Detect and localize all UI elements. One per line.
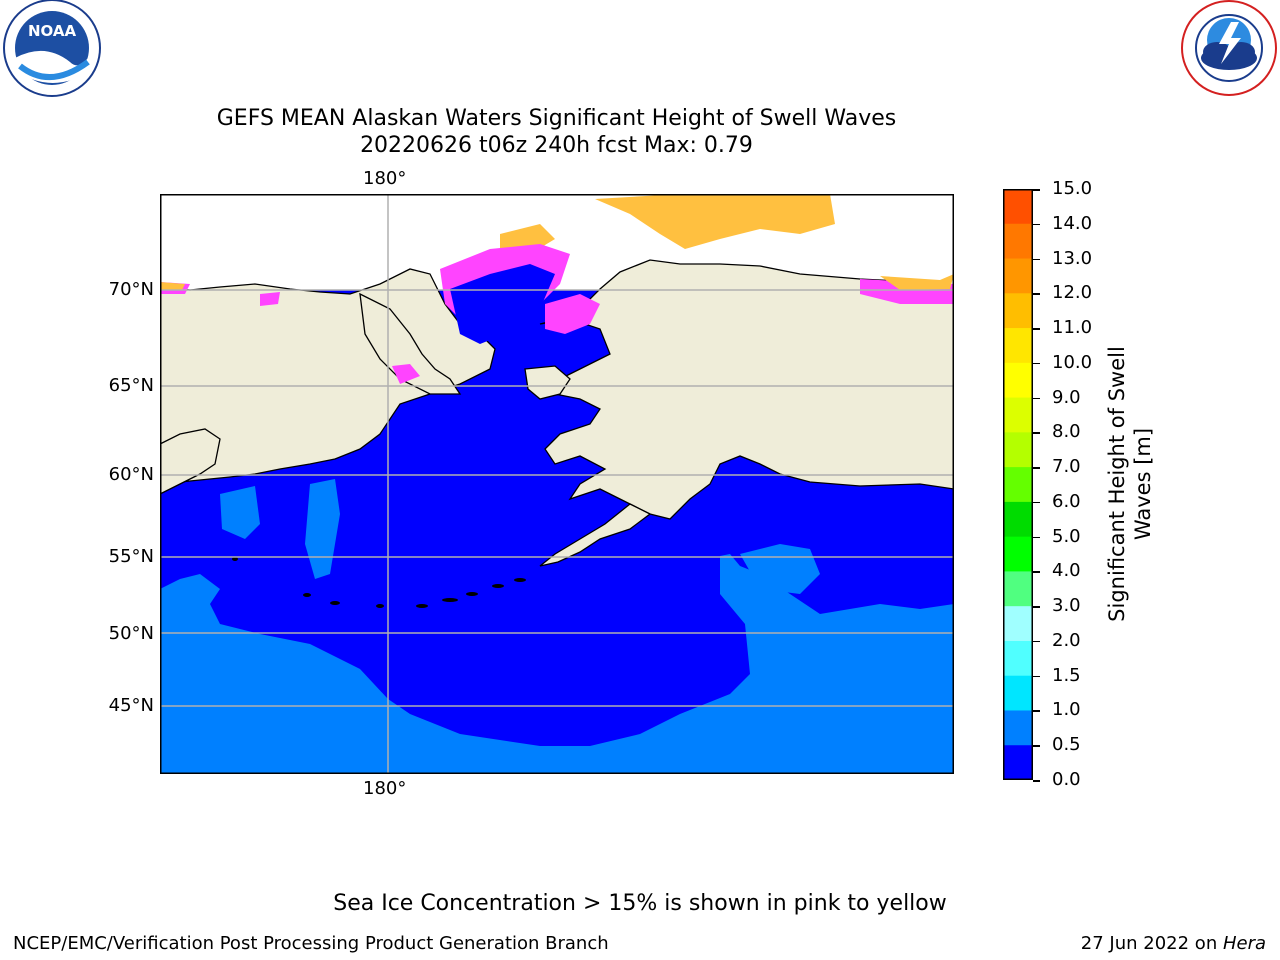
chart-title: GEFS MEAN Alaskan Waters Significant Hei… (216, 106, 897, 131)
noaa-logo-text: NOAA (28, 22, 77, 40)
colorbar-segment (1003, 223, 1033, 260)
chart-subtitle: 20220626 t06z 240h fcst Max: 0.79 (360, 133, 753, 158)
colorbar-tick-label: 4.0 (1052, 560, 1081, 582)
colorbar-tick-label: 11.0 (1052, 317, 1093, 339)
colorbar-tick-label: 7.0 (1052, 456, 1081, 478)
colorbar-segment (1003, 328, 1033, 364)
colorbar-segment (1003, 397, 1033, 433)
footer-date-text: 27 Jun 2022 on (1080, 933, 1223, 954)
colorbar-tick-label: 13.0 (1052, 247, 1093, 269)
colorbar-tick-label: 1.0 (1052, 699, 1081, 721)
colorbar-tick (1033, 780, 1040, 782)
colorbar-segment (1003, 536, 1033, 572)
lat-label-70: 70°N (108, 279, 154, 300)
colorbar-tick-label: 10.0 (1052, 351, 1093, 373)
colorbar-segment (1003, 571, 1033, 607)
colorbar-tick (1033, 362, 1040, 365)
colorbar-tick (1033, 606, 1040, 608)
colorbar-segment (1003, 189, 1033, 225)
footer-date: 27 Jun 2022 on Hera (1081, 933, 1266, 954)
colorbar-tick (1033, 501, 1040, 504)
colorbar-tick-label: 6.0 (1052, 490, 1081, 512)
colorbar-tick-label: 12.0 (1052, 282, 1093, 304)
sea-ice-note: Sea Ice Concentration > 15% is shown in … (333, 891, 947, 916)
colorbar-segment (1003, 501, 1033, 538)
swell-height-map (160, 194, 954, 774)
colorbar-tick (1033, 467, 1040, 469)
colorbar-segment (1003, 606, 1033, 642)
colorbar-segment (1003, 467, 1033, 503)
land-alaska (539, 259, 954, 520)
colorbar-tick-label: 0.5 (1052, 734, 1081, 756)
colorbar (1003, 189, 1033, 780)
colorbar-tick (1033, 640, 1040, 643)
colorbar-tick-label: 14.0 (1052, 212, 1093, 234)
colorbar-tick-label: 15.0 (1052, 178, 1093, 199)
colorbar-tick (1033, 328, 1040, 330)
colorbar-segment (1003, 362, 1033, 399)
colorbar-tick-label: 5.0 (1052, 525, 1081, 547)
colorbar-tick (1033, 293, 1040, 295)
nws-logo-icon (1181, 0, 1277, 96)
land-alaska-peninsula (539, 503, 652, 567)
lat-label-45: 45°N (108, 695, 154, 716)
lat-label-60: 60°N (108, 464, 154, 485)
colorbar-tick (1033, 675, 1040, 678)
colorbar-tick (1033, 397, 1040, 400)
ocean-patch-2 (220, 486, 260, 539)
colorbar-segment (1003, 640, 1033, 677)
noaa-logo-icon: NOAA (3, 0, 101, 97)
colorbar-tick (1033, 432, 1040, 434)
colorbar-segment (1003, 745, 1033, 780)
lon-label-bottom: 180° (363, 778, 407, 799)
colorbar-segment (1003, 675, 1033, 711)
colorbar-tick-label: 9.0 (1052, 386, 1081, 408)
aleutian-islands (232, 557, 526, 608)
lat-label-65: 65°N (108, 375, 154, 396)
colorbar-tick (1033, 536, 1040, 539)
colorbar-tick (1033, 189, 1040, 191)
colorbar-segment (1003, 293, 1033, 329)
colorbar-tick-label: 0.0 (1052, 769, 1081, 790)
colorbar-tick-label: 8.0 (1052, 421, 1081, 443)
colorbar-tick-label: 3.0 (1052, 595, 1081, 617)
colorbar-tick (1033, 710, 1040, 712)
colorbar-tick (1033, 745, 1040, 747)
lon-label-top: 180° (363, 168, 407, 189)
colorbar-segment (1003, 710, 1033, 746)
colorbar-segment (1003, 258, 1033, 294)
colorbar-tick (1033, 258, 1040, 261)
lat-label-50: 50°N (108, 623, 154, 644)
footer-credit: NCEP/EMC/Verification Post Processing Pr… (13, 933, 609, 954)
land-kamchatka (160, 428, 221, 495)
ocean-patch-1 (305, 479, 340, 579)
map-gridlines (160, 194, 954, 774)
land-seward (524, 365, 571, 400)
colorbar-tick (1033, 571, 1040, 573)
footer-host: Hera (1222, 933, 1266, 954)
colorbar-tick (1033, 223, 1040, 226)
chukchi-open-water (450, 264, 555, 344)
colorbar-tick-label: 1.5 (1052, 664, 1081, 686)
colorbar-tick-label: 2.0 (1052, 629, 1081, 651)
colorbar-segment (1003, 432, 1033, 468)
lat-label-55: 55°N (108, 546, 154, 567)
colorbar-title: Significant Height of Swell Waves [m] (1105, 346, 1155, 622)
